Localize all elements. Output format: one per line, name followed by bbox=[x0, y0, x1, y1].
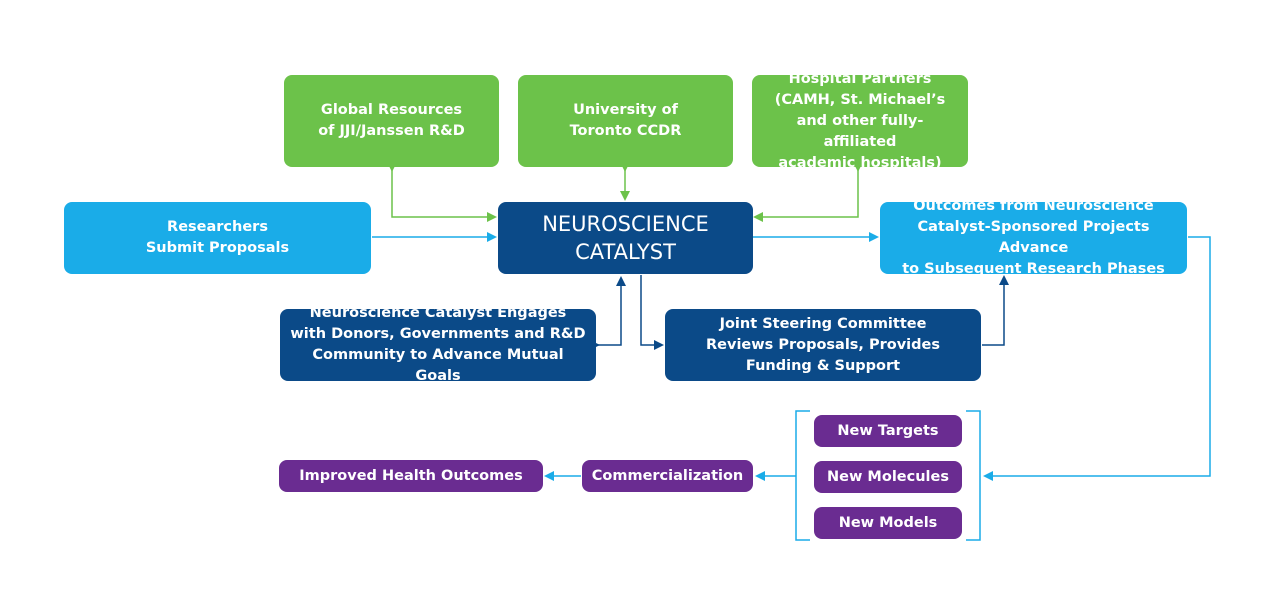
node-improved-health-outcomes: Improved Health Outcomes bbox=[279, 460, 543, 492]
connector-outcomes-bracket bbox=[983, 236, 1211, 481]
node-researchers: Researchers Submit Proposals bbox=[64, 202, 371, 274]
node-hospital-partners: Hospital Partners (CAMH, St. Michael’s a… bbox=[752, 71, 968, 171]
node-university: University of Toronto CCDR bbox=[518, 75, 733, 167]
node-new-models: New Models bbox=[814, 507, 962, 539]
node-outcomes: Outcomes from Neuroscience Catalyst-Spon… bbox=[880, 198, 1187, 277]
connector-engages-catalyst bbox=[590, 276, 626, 350]
bracket-right bbox=[966, 410, 981, 541]
connector-hospital-catalyst bbox=[753, 162, 863, 222]
connector-global-catalyst bbox=[387, 162, 497, 222]
node-catalyst-engages: Neuroscience Catalyst Engages with Donor… bbox=[280, 305, 596, 384]
node-steering-committee: Joint Steering Committee Reviews Proposa… bbox=[665, 309, 981, 381]
node-neuroscience-catalyst: NEUROSCIENCE CATALYST bbox=[498, 202, 753, 274]
node-global-resources: Global Resources of JJI/Janssen R&D bbox=[284, 75, 499, 167]
bracket-left bbox=[795, 410, 810, 541]
connector-catalyst-steering bbox=[640, 275, 664, 350]
connector-steering-outcomes bbox=[982, 275, 1009, 346]
node-new-targets: New Targets bbox=[814, 415, 962, 447]
node-new-molecules: New Molecules bbox=[814, 461, 962, 493]
node-commercialization: Commercialization bbox=[582, 460, 753, 492]
